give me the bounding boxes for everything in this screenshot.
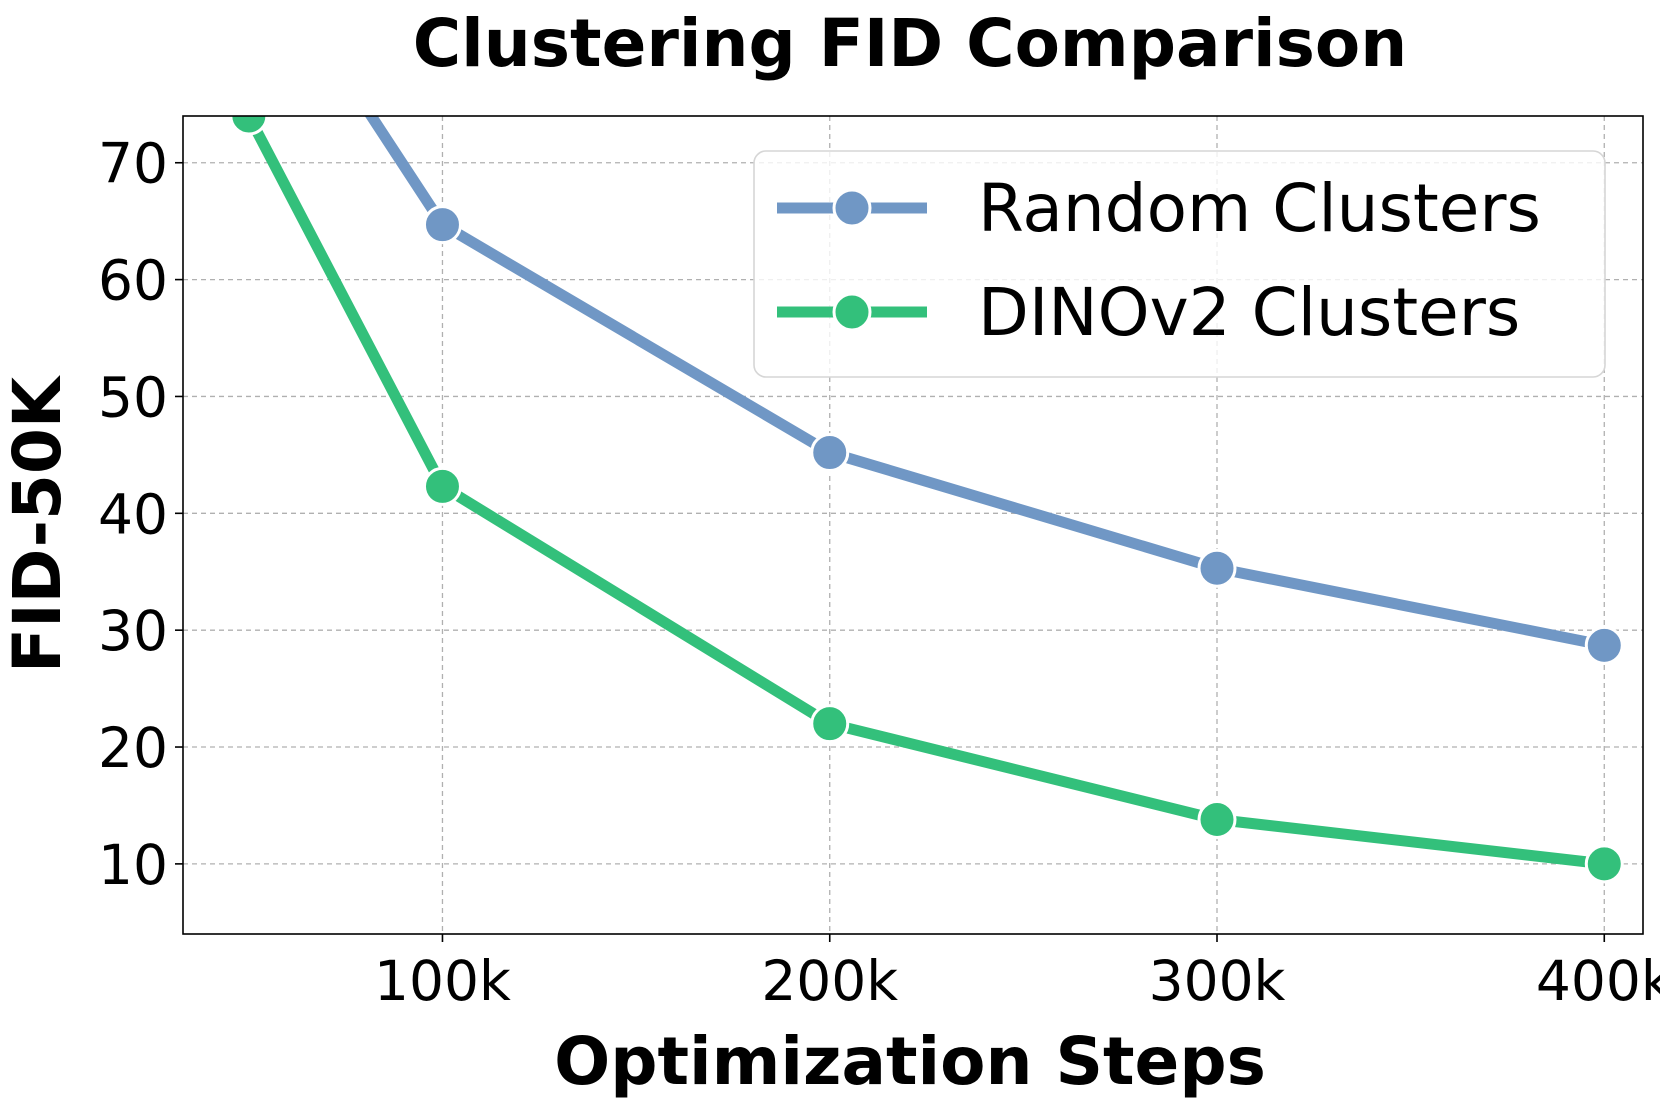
x-tick-label: 200k bbox=[761, 949, 898, 1013]
legend-marker-random-clusters bbox=[832, 188, 872, 228]
legend-entry-dinov2-clusters: DINOv2 Clusters bbox=[978, 274, 1520, 351]
legend-box bbox=[753, 150, 1606, 378]
data-point-random-clusters bbox=[810, 433, 850, 473]
legend-marker-dinov2-clusters bbox=[832, 292, 872, 332]
y-axis-label: FID-50K bbox=[0, 374, 76, 673]
y-tick-label: 70 bbox=[98, 132, 168, 196]
data-point-dinov2-clusters bbox=[1197, 799, 1237, 839]
data-point-dinov2-clusters bbox=[229, 116, 269, 136]
data-point-dinov2-clusters bbox=[1584, 844, 1624, 884]
legend: Random Clusters DINOv2 Clusters bbox=[753, 150, 1606, 378]
plot-area-frame bbox=[182, 115, 1644, 935]
x-tick-label: 400k bbox=[1536, 949, 1660, 1013]
data-point-random-clusters bbox=[1584, 625, 1624, 665]
axis-ticks: 10 20 30 40 50 60 70 100k 200k 300k 400k bbox=[98, 132, 1660, 1013]
x-tick-label: 100k bbox=[374, 949, 511, 1013]
y-tick-label: 10 bbox=[98, 833, 168, 897]
x-axis-label: Optimization Steps bbox=[554, 1023, 1266, 1100]
x-tick-label: 300k bbox=[1149, 949, 1286, 1013]
data-point-dinov2-clusters bbox=[422, 466, 462, 506]
y-tick-label: 40 bbox=[98, 482, 168, 546]
y-tick-label: 50 bbox=[98, 365, 168, 429]
data-point-random-clusters bbox=[1197, 548, 1237, 588]
data-point-random-clusters bbox=[422, 205, 462, 245]
y-tick-label: 20 bbox=[98, 716, 168, 780]
y-tick-label: 30 bbox=[98, 599, 168, 663]
series-group bbox=[229, 116, 1624, 884]
y-tick-label: 60 bbox=[98, 249, 168, 313]
chart-title: Clustering FID Comparison bbox=[413, 5, 1408, 82]
legend-entry-random-clusters: Random Clusters bbox=[978, 170, 1541, 247]
data-point-dinov2-clusters bbox=[810, 704, 850, 744]
